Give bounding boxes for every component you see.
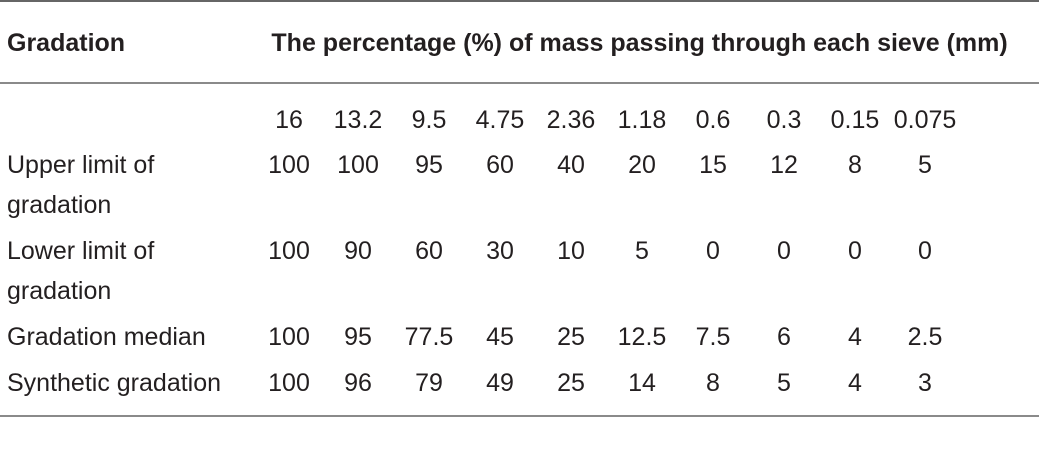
table-cell: 12.5 <box>617 323 667 351</box>
table-cell: 10 <box>557 237 585 265</box>
table-cell: 2.5 <box>907 323 943 351</box>
table-cell: 8 <box>706 369 720 397</box>
empty-cell <box>960 143 1039 229</box>
table-cell: 5 <box>635 237 649 265</box>
sieve-size-cell: 0.6 <box>695 106 731 134</box>
row-label-median: Gradation median <box>7 323 206 351</box>
table-cell: 95 <box>415 151 443 179</box>
table-cell: 4 <box>848 323 862 351</box>
table-cell: 100 <box>268 237 310 265</box>
empty-cell <box>960 315 1039 361</box>
table-cell: 15 <box>699 151 727 179</box>
table-cell: 95 <box>344 323 372 351</box>
table-cell: 49 <box>486 369 514 397</box>
table-cell: 0 <box>848 237 862 265</box>
sieve-sizes-row: 16 13.2 9.5 4.75 2.36 1.18 0.6 0.3 0.15 … <box>0 83 1039 143</box>
sieve-sizes-label <box>0 83 256 143</box>
table-cell: 12 <box>770 151 798 179</box>
header-gradation: Gradation <box>7 29 126 57</box>
table-cell: 40 <box>557 151 585 179</box>
table-cell: 0 <box>706 237 720 265</box>
table-cell: 60 <box>486 151 514 179</box>
sieve-size-cell: 0.15 <box>830 106 880 134</box>
table-cell: 100 <box>337 151 379 179</box>
table-cell: 7.5 <box>695 323 731 351</box>
table-cell: 45 <box>486 323 514 351</box>
table-cell: 5 <box>918 151 932 179</box>
row-label-lower-limit: Lower limit of gradation <box>7 237 155 305</box>
header-sieve-percentage: The percentage (%) of mass passing throu… <box>271 29 1008 57</box>
table-cell: 20 <box>628 151 656 179</box>
table-row: Lower limit of gradation 100 90 60 30 10… <box>0 229 1039 315</box>
empty-cell <box>960 361 1039 416</box>
table-row: Upper limit of gradation 100 100 95 60 4… <box>0 143 1039 229</box>
table-cell: 6 <box>777 323 791 351</box>
sieve-size-cell: 0.3 <box>766 106 802 134</box>
sieve-size-cell: 1.18 <box>617 106 667 134</box>
table-cell: 0 <box>777 237 791 265</box>
table-cell: 60 <box>415 237 443 265</box>
table-cell: 8 <box>848 151 862 179</box>
sieve-size-cell: 16 <box>275 106 303 134</box>
table-cell: 96 <box>344 369 372 397</box>
table-cell: 5 <box>777 369 791 397</box>
table-cell: 25 <box>557 323 585 351</box>
sieve-size-cell: 0.075 <box>893 106 957 134</box>
sieve-size-cell: 9.5 <box>411 106 447 134</box>
empty-cell <box>960 229 1039 315</box>
gradation-table: Gradation The percentage (%) of mass pas… <box>0 1 1039 416</box>
table-row: Synthetic gradation 100 96 79 49 25 14 8… <box>0 361 1039 416</box>
table-header-row: Gradation The percentage (%) of mass pas… <box>0 1 1039 83</box>
row-label-upper-limit: Upper limit of gradation <box>7 151 155 219</box>
sieve-size-cell: 4.75 <box>475 106 525 134</box>
table-cell: 25 <box>557 369 585 397</box>
table-cell: 77.5 <box>404 323 454 351</box>
table-cell: 90 <box>344 237 372 265</box>
table-row: Gradation median 100 95 77.5 45 25 12.5 … <box>0 315 1039 361</box>
table-cell: 3 <box>918 369 932 397</box>
table-cell: 4 <box>848 369 862 397</box>
table-cell: 0 <box>918 237 932 265</box>
table-cell: 79 <box>415 369 443 397</box>
table-cell: 100 <box>268 369 310 397</box>
empty-cell <box>960 83 1039 143</box>
table-cell: 100 <box>268 323 310 351</box>
sieve-size-cell: 13.2 <box>333 106 383 134</box>
sieve-size-cell: 2.36 <box>546 106 596 134</box>
table-cell: 30 <box>486 237 514 265</box>
row-label-synthetic: Synthetic gradation <box>7 369 222 397</box>
table-cell: 14 <box>628 369 656 397</box>
table-cell: 100 <box>268 151 310 179</box>
